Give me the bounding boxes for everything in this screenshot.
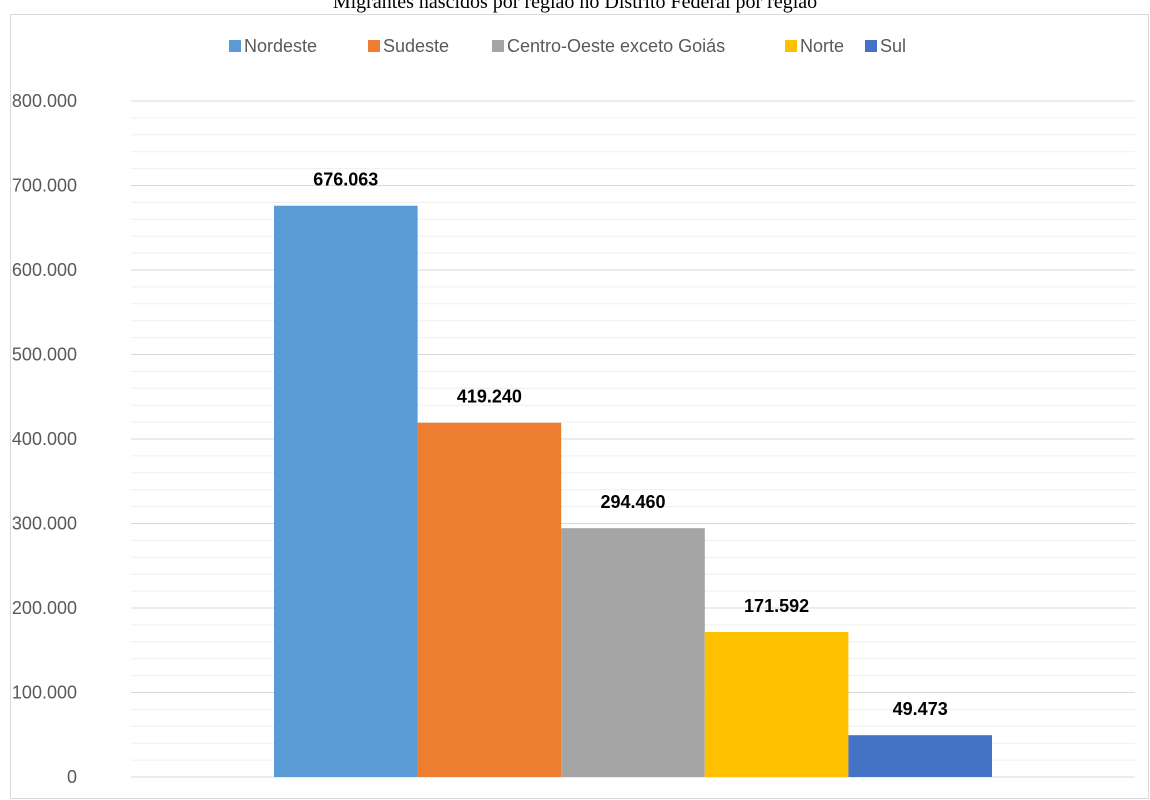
legend-label: Centro-Oeste exceto Goiás	[507, 36, 725, 56]
y-tick-label: 800.000	[12, 91, 77, 111]
legend-label: Norte	[800, 36, 844, 56]
y-tick-label: 400.000	[12, 429, 77, 449]
legend-swatch	[368, 40, 380, 52]
y-tick-label: 0	[67, 767, 77, 787]
bar-nordeste	[274, 205, 418, 778]
data-label: 419.240	[457, 387, 522, 407]
legend-label: Sul	[880, 36, 906, 56]
data-label: 676.063	[313, 170, 378, 190]
y-tick-label: 100.000	[12, 683, 77, 703]
chart-area: 0 100.000 200.000 300.000 400.000 500.000 600.…	[10, 14, 1149, 799]
y-tick-label: 200.000	[12, 598, 77, 618]
data-labels: 676.063 419.240 294.460 171.592 49.473	[313, 170, 947, 719]
legend-swatch	[229, 40, 241, 52]
y-tick-label: 700.000	[12, 176, 77, 196]
legend-label: Nordeste	[244, 36, 317, 56]
data-label: 49.473	[893, 699, 948, 719]
legend-swatch	[492, 40, 504, 52]
bar-norte	[704, 632, 849, 777]
legend-swatch	[865, 40, 877, 52]
data-label: 294.460	[600, 492, 665, 512]
bar-sudeste	[417, 422, 562, 777]
chart-title: Migrantes nascidos por região no Distrit…	[332, 0, 818, 13]
legend-label: Sudeste	[383, 36, 449, 56]
bar-centro-oeste-exceto-goi-s	[561, 528, 705, 777]
legend-swatch	[785, 40, 797, 52]
y-tick-label: 300.000	[12, 514, 77, 534]
bar-chart: 0 100.000 200.000 300.000 400.000 500.000 600.…	[12, 36, 1135, 787]
bar-sul	[848, 735, 992, 777]
y-axis-ticks: 0 100.000 200.000 300.000 400.000 500.000 600.…	[12, 91, 77, 787]
y-tick-label: 500.000	[12, 345, 77, 365]
bars	[274, 205, 992, 778]
data-label: 171.592	[744, 596, 809, 616]
legend: Nordeste Sudeste Centro-Oeste exceto Goiás…	[229, 36, 906, 56]
y-tick-label: 600.000	[12, 260, 77, 280]
